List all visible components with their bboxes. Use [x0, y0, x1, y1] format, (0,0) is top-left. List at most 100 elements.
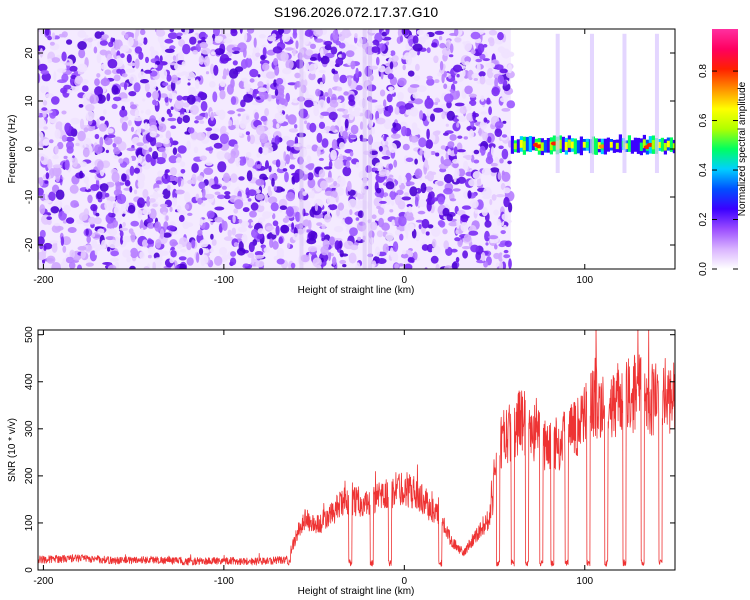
spectrogram-cell	[319, 180, 328, 190]
spectrogram-cell	[254, 112, 259, 121]
spectrogram-cell	[443, 83, 448, 90]
spectrogram-cell	[116, 193, 127, 205]
spectrogram-cell	[197, 92, 206, 98]
spectrogram-cell	[321, 237, 325, 242]
spectrogram-cell	[456, 218, 460, 229]
spectrogram-cell	[63, 155, 68, 160]
spectrogram-cell	[461, 246, 471, 250]
spectrogram-cell	[128, 74, 137, 84]
spectrogram-cell	[141, 160, 152, 170]
spectrogram-cell	[337, 202, 345, 211]
signal-band-core	[642, 139, 646, 149]
spectrogram-cell	[195, 115, 204, 121]
spectrogram-cell	[180, 161, 186, 168]
spectrogram-cell	[196, 175, 204, 182]
spectrogram-cell	[236, 247, 246, 256]
spectrogram-cell	[405, 109, 414, 116]
spectrogram-cell	[112, 219, 119, 228]
snr-x-ticks: -200 -100 0 100	[33, 330, 594, 587]
spectrogram-cell	[397, 91, 404, 101]
spectrogram-cell	[38, 63, 48, 72]
spectrogram-cell	[318, 157, 324, 161]
spectrogram-cell	[242, 207, 250, 213]
spectrogram-cell	[330, 149, 337, 161]
spectrogram-cell	[217, 161, 227, 173]
spectrogram-cell	[119, 230, 124, 238]
spectrogram-cell	[417, 85, 427, 93]
spectrogram-cell	[490, 162, 498, 167]
spectrogram-cell	[321, 224, 326, 230]
spectrogram-cell	[281, 34, 291, 42]
spectrogram-cell	[501, 148, 509, 160]
spectrogram-cell	[70, 117, 80, 125]
spectrogram-cell	[405, 157, 414, 163]
spectrogram-cell	[155, 239, 162, 249]
spectrogram-cell	[373, 197, 383, 207]
spectrogram-cell	[122, 235, 132, 243]
spectrogram-cell	[169, 167, 177, 176]
signal-band-core	[540, 142, 544, 151]
spectrogram-cell	[507, 51, 515, 57]
spectrogram-cell	[106, 196, 116, 202]
spectrogram-cell	[433, 55, 439, 64]
spectrogram-cell	[243, 81, 249, 87]
spectrogram-cell	[327, 204, 338, 211]
spectrogram-cell	[247, 218, 254, 229]
spectrogram-cell	[304, 120, 308, 125]
figure-title: S196.2026.072.17.37.G10	[274, 4, 438, 20]
spectrogram-cell	[291, 222, 295, 230]
spectrogram-cell	[357, 71, 362, 78]
spectrogram-cell	[211, 73, 215, 79]
x-tick-label: -200	[33, 275, 53, 286]
spectrogram-cell	[179, 263, 187, 269]
snr-y-axis-label: SNR (10 * v/v)	[7, 418, 18, 482]
spectrogram-cell	[170, 125, 177, 129]
signal-band-core	[549, 141, 553, 151]
spectrogram-cell	[99, 183, 109, 192]
spectrogram-cell	[94, 78, 100, 86]
spectrogram-cell	[355, 161, 360, 168]
spectrogram-cell	[473, 149, 480, 155]
spectrogram-cell	[468, 93, 477, 98]
signal-band-core	[585, 141, 589, 148]
spectrogram-cell	[140, 219, 144, 230]
spectrogram-cell	[414, 196, 419, 207]
spectrogram-cell	[130, 126, 135, 133]
spectrogram-cell	[96, 118, 100, 128]
spectrogram-cell	[88, 216, 96, 225]
spectrogram-cell	[495, 156, 499, 162]
spectrogram-cell	[470, 29, 476, 33]
spectrogram-cell	[413, 251, 418, 261]
spectrogram-cell	[136, 142, 145, 147]
spectrogram-cell	[51, 96, 60, 105]
spectrogram-cell	[43, 242, 53, 250]
spectrogram-cell	[237, 42, 247, 53]
spectrogram-cell	[385, 232, 394, 242]
spectrogram-cell	[317, 99, 326, 110]
spectrogram-cell	[129, 265, 136, 269]
spectrogram-cell	[355, 262, 361, 269]
spectrogram-cell	[481, 167, 492, 176]
spectrogram-cell	[416, 29, 424, 35]
spectrogram-cell	[143, 266, 150, 269]
spectrogram-cell	[167, 184, 171, 191]
spectrogram-cell	[359, 121, 364, 130]
spectrogram-cell	[99, 49, 108, 56]
spectrogram-cell	[152, 151, 159, 160]
spectrogram-cell	[446, 213, 453, 222]
spectrogram-cell	[448, 54, 454, 58]
spectrogram-cell	[104, 137, 113, 146]
snr-series-line	[38, 330, 675, 567]
spectrogram-cell	[52, 154, 59, 160]
spectrogram-cell	[199, 120, 205, 124]
spectrogram-cell	[332, 29, 339, 41]
spectrogram-cell	[84, 34, 89, 39]
spectrogram-cell	[42, 138, 50, 146]
spectrogram-cell	[162, 138, 170, 145]
spectrogram-cell	[259, 92, 269, 100]
spectrogram-cell	[412, 35, 419, 45]
spectrogram-cell	[40, 156, 45, 162]
signal-band-cell	[630, 140, 634, 154]
spectrogram-cell	[178, 214, 185, 223]
spectrogram-cell	[152, 203, 158, 208]
